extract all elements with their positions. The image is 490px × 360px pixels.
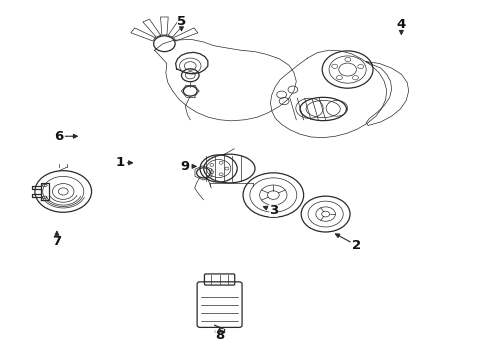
Text: 6: 6 [54,130,63,143]
Text: 3: 3 [269,204,278,217]
Text: 2: 2 [352,239,361,252]
Text: 7: 7 [52,235,61,248]
Text: 4: 4 [397,18,406,31]
Text: 8: 8 [215,329,224,342]
Text: 1: 1 [116,156,125,169]
Text: 9: 9 [181,160,190,173]
Text: 5: 5 [177,15,186,28]
